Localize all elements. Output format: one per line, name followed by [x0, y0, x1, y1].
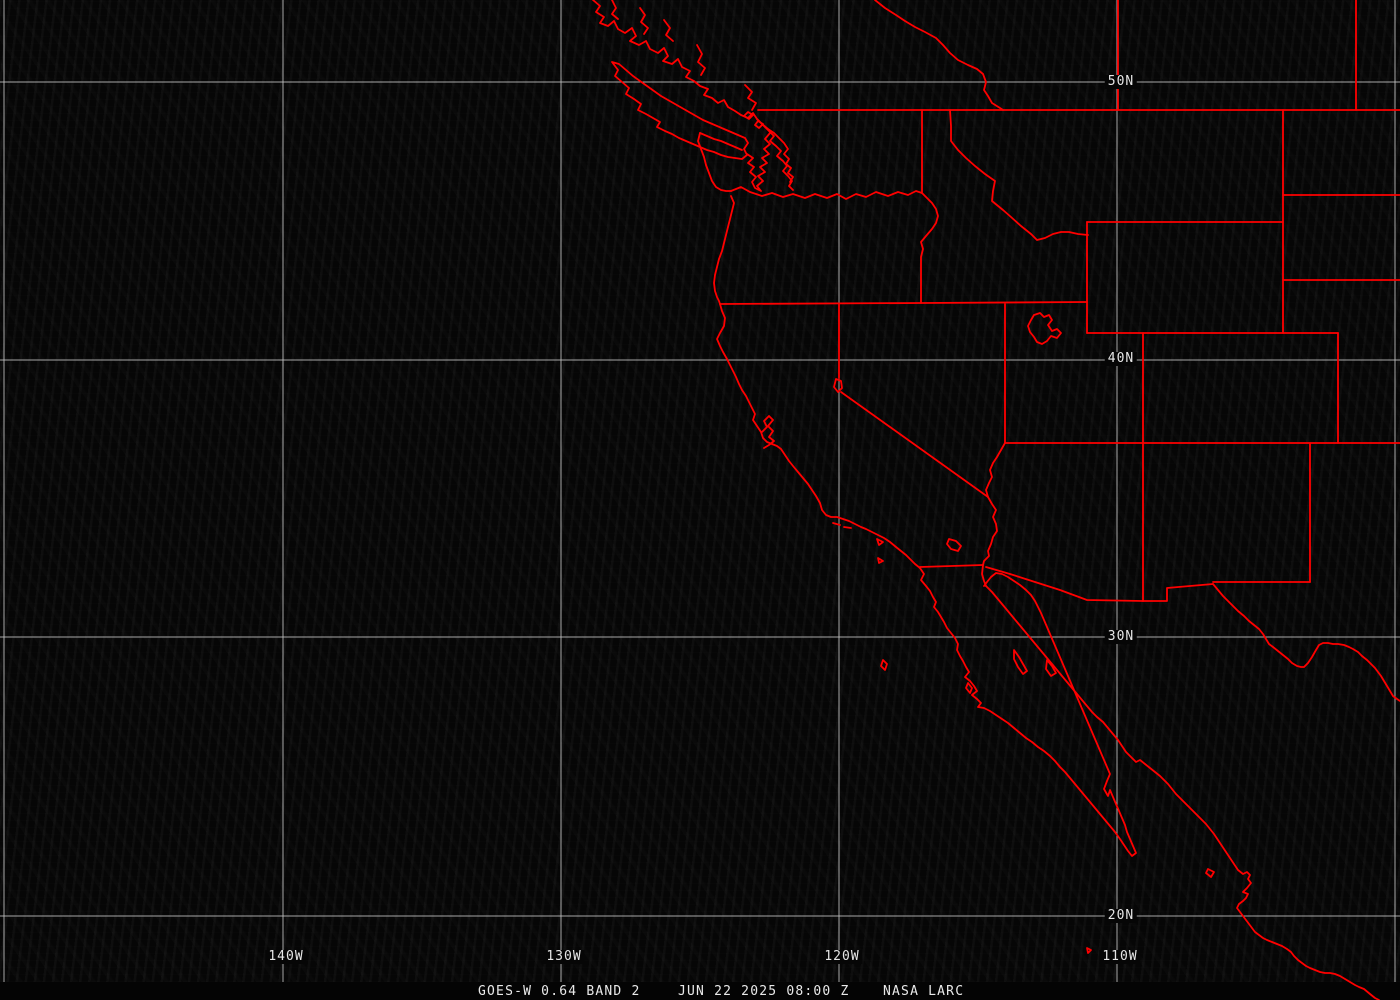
longitude-label-130w: 130W — [543, 950, 585, 964]
puget-sound — [746, 132, 771, 192]
rio-grande — [1212, 583, 1400, 702]
wa-or-border-columbia — [730, 186, 923, 200]
ca-az-colorado-river — [982, 496, 998, 566]
bc-fjord-1 — [611, 0, 619, 20]
caption-datetime: JUN 22 2025 08:00 Z — [678, 984, 850, 999]
lake-tahoe — [833, 378, 843, 393]
salton-sea — [946, 538, 962, 552]
isla-angel-de-la-guarda — [1013, 649, 1028, 675]
longitude-label-110w: 110W — [1099, 950, 1141, 964]
mt-id-border — [949, 109, 1089, 241]
bc-fjord-4 — [696, 44, 706, 76]
vancouver-island — [611, 61, 749, 160]
isla-tiburon — [1045, 659, 1057, 677]
latitude-label-50n: 50N — [1104, 75, 1138, 89]
longitude-label-140w: 140W — [265, 950, 307, 964]
sf-bay — [761, 415, 775, 449]
bc-fjord-2 — [639, 7, 649, 35]
coastline-border-overlay — [592, 0, 1400, 1000]
channel-islands — [832, 522, 884, 564]
sonora-sinaloa-coast — [985, 585, 1380, 1000]
nv-az-colorado-river — [985, 442, 1006, 498]
latitude-label-30n: 30N — [1104, 630, 1138, 644]
baja-peninsula-coast — [919, 567, 1137, 857]
ca-coast — [716, 303, 921, 569]
san-juan-islands — [743, 111, 764, 129]
great-salt-lake — [1027, 312, 1062, 345]
or-coast — [713, 195, 735, 305]
caption-product: GOES-W 0.64 BAND 2 — [478, 984, 641, 999]
us-mexico-border — [919, 564, 984, 568]
ca-nv-diagonal-border — [840, 391, 989, 498]
wa-coast — [697, 132, 732, 192]
bc-mainland-coast — [592, 0, 794, 183]
image-caption: GOES-W 0.64 BAND 2 JUN 22 2025 08:00 Z N… — [0, 983, 1400, 1000]
bc-ab-border — [874, 0, 1004, 111]
bc-fjord-5 — [744, 84, 757, 111]
bc-fjord-3 — [663, 19, 674, 42]
nm-bootheel-border — [1142, 583, 1214, 602]
guadalupe-island — [880, 659, 888, 671]
caption-credit: NASA LARC — [883, 984, 965, 999]
islas-marias — [1205, 868, 1215, 878]
latitude-label-20n: 20N — [1104, 909, 1138, 923]
longitude-label-120w: 120W — [821, 950, 863, 964]
az-sonora-border — [985, 566, 1144, 602]
socorro-island — [1086, 947, 1092, 954]
cedros-island — [965, 682, 973, 694]
strait-juan-de-fuca-coast — [699, 132, 743, 151]
border-42n — [719, 301, 1088, 305]
georgia-strait-coast — [756, 118, 794, 191]
latitude-label-40n: 40N — [1104, 352, 1138, 366]
id-or-snake-river — [920, 192, 939, 304]
